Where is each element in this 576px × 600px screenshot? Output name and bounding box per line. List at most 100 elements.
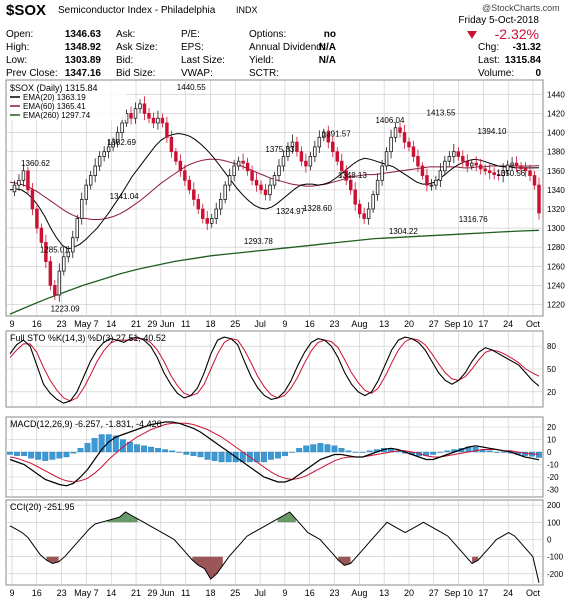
date-tick-label: Sep 10 xyxy=(444,588,473,598)
candle-up xyxy=(120,122,124,133)
candle-up xyxy=(97,156,102,167)
macd-histogram-bar xyxy=(275,451,281,459)
candle-up xyxy=(510,162,514,166)
quote-date: Friday 5-Oct-2018 xyxy=(458,15,539,26)
quote-label-volume: Volume: xyxy=(478,68,514,79)
cci-oversold-fill xyxy=(472,556,479,564)
date-tick-label: 25 xyxy=(230,319,240,329)
macd-histogram-bar xyxy=(282,451,289,456)
candle-down xyxy=(241,160,245,164)
date-tick-label: 11 xyxy=(181,588,190,598)
date-tick-label: 27 xyxy=(429,319,439,329)
macd-histogram-bar xyxy=(77,448,84,453)
ema60-legend-label: EMA(60) 1365.41 xyxy=(23,102,86,111)
macd-histogram-bar xyxy=(162,449,169,453)
quote-value-open: 1346.63 xyxy=(65,29,102,40)
cci-overbought-fill xyxy=(277,512,296,523)
candle-down xyxy=(201,208,205,219)
stochastic-k-line xyxy=(9,336,540,404)
date-tick-label: 11 xyxy=(181,319,190,329)
date-tick-label: May 7 xyxy=(74,319,99,329)
macd-histogram-bar xyxy=(211,451,218,461)
candle-down xyxy=(48,261,53,286)
candle-up xyxy=(281,156,286,167)
candle-down xyxy=(299,151,304,162)
candle-up xyxy=(79,199,84,219)
price-annotation-label: 1406.04 xyxy=(375,116,404,125)
date-tick-label: 24 xyxy=(503,319,513,329)
macd-histogram-bar xyxy=(444,450,451,453)
price-tick-label: 1360 xyxy=(547,167,565,176)
macd-histogram-bar xyxy=(155,448,162,453)
candle-down xyxy=(165,122,169,138)
date-tick-label: 25 xyxy=(230,588,240,598)
ema20-legend-label: EMA(20) 1363.19 xyxy=(23,93,86,102)
candle-down xyxy=(425,175,429,186)
index-name: Semiconductor Index - Philadelphia xyxy=(58,5,216,16)
price-annotation-label: 1324.97 xyxy=(276,207,305,216)
price-tick-label: 1440 xyxy=(547,90,565,99)
cci-panel-title: CCI(20) -251.95 xyxy=(10,502,75,512)
quote-value-yield: N/A xyxy=(319,55,336,66)
date-tick-label: 9 xyxy=(9,319,14,329)
candle-down xyxy=(402,132,407,143)
date-tick-label: 13 xyxy=(379,588,389,598)
date-tick-label: 23 xyxy=(330,588,340,598)
candle-up xyxy=(84,184,88,200)
candle-down xyxy=(254,179,259,186)
cci-overbought-fill xyxy=(107,512,138,523)
date-tick-label: 14 xyxy=(106,588,116,598)
candle-down xyxy=(362,213,366,219)
date-tick-label: 9 xyxy=(9,588,14,598)
indicator-tick-label: 0 xyxy=(547,448,552,457)
candle-up xyxy=(501,170,505,176)
candle-down xyxy=(205,218,209,224)
price-annotation-label: 1328.60 xyxy=(303,204,332,213)
macd-histogram-bar xyxy=(112,435,119,453)
candle-down xyxy=(483,168,487,172)
candle-down xyxy=(340,160,344,172)
date-tick-label: 29 Jun xyxy=(147,319,174,329)
date-tick-label: 9 xyxy=(282,588,287,598)
macd-histogram-bar xyxy=(493,451,500,453)
stochastic-panel: 20 50 80 Full STO %K(14,3) %D(3) 27.51, 40… xyxy=(5,330,556,408)
macd-histogram-bar xyxy=(536,451,542,458)
macd-signal-line xyxy=(9,422,540,483)
candle-down xyxy=(537,184,541,214)
quote-value-options: no xyxy=(324,29,336,40)
quote-label-low: Low: xyxy=(6,55,27,66)
candle-up xyxy=(380,165,384,181)
candle-down xyxy=(250,170,254,181)
quote-label-annual-dividend: Annual Dividend: xyxy=(249,42,325,53)
candle-up xyxy=(102,151,106,157)
candle-up xyxy=(210,218,214,224)
quote-label-ask: Ask: xyxy=(116,29,135,40)
candle-down xyxy=(523,168,528,172)
candle-down xyxy=(192,189,196,200)
candle-up xyxy=(71,237,75,253)
candle-up xyxy=(133,108,138,119)
quote-label-high: High: xyxy=(6,42,29,53)
price-annotation-label: 1375.33 xyxy=(265,145,294,154)
candle-up xyxy=(17,179,21,186)
macd-histogram-bar xyxy=(472,446,479,453)
macd-histogram-bar xyxy=(366,450,373,453)
price-annotation-label: 1394.10 xyxy=(478,127,507,136)
candle-up xyxy=(505,164,510,172)
indicator-tick-label: 20 xyxy=(547,423,556,432)
price-legend-box xyxy=(8,82,126,120)
candle-down xyxy=(348,179,353,191)
cci-oversold-fill xyxy=(338,556,351,566)
cci-line xyxy=(9,511,540,583)
quote-label-eps: EPS: xyxy=(181,42,204,53)
macd-panel: -30 -20 -10 0 10 20 MACD(12,26,9) -6.257, -1.… xyxy=(5,416,559,498)
candle-up xyxy=(227,175,232,186)
macd-histogram-bar xyxy=(310,444,317,453)
macd-histogram-bar xyxy=(105,434,112,453)
indicator-tick-label: -200 xyxy=(547,570,564,579)
candle-down xyxy=(465,160,470,167)
candle-up xyxy=(156,117,160,124)
price-tick-label: 1400 xyxy=(547,129,565,138)
date-tick-label: Oct xyxy=(526,588,541,598)
